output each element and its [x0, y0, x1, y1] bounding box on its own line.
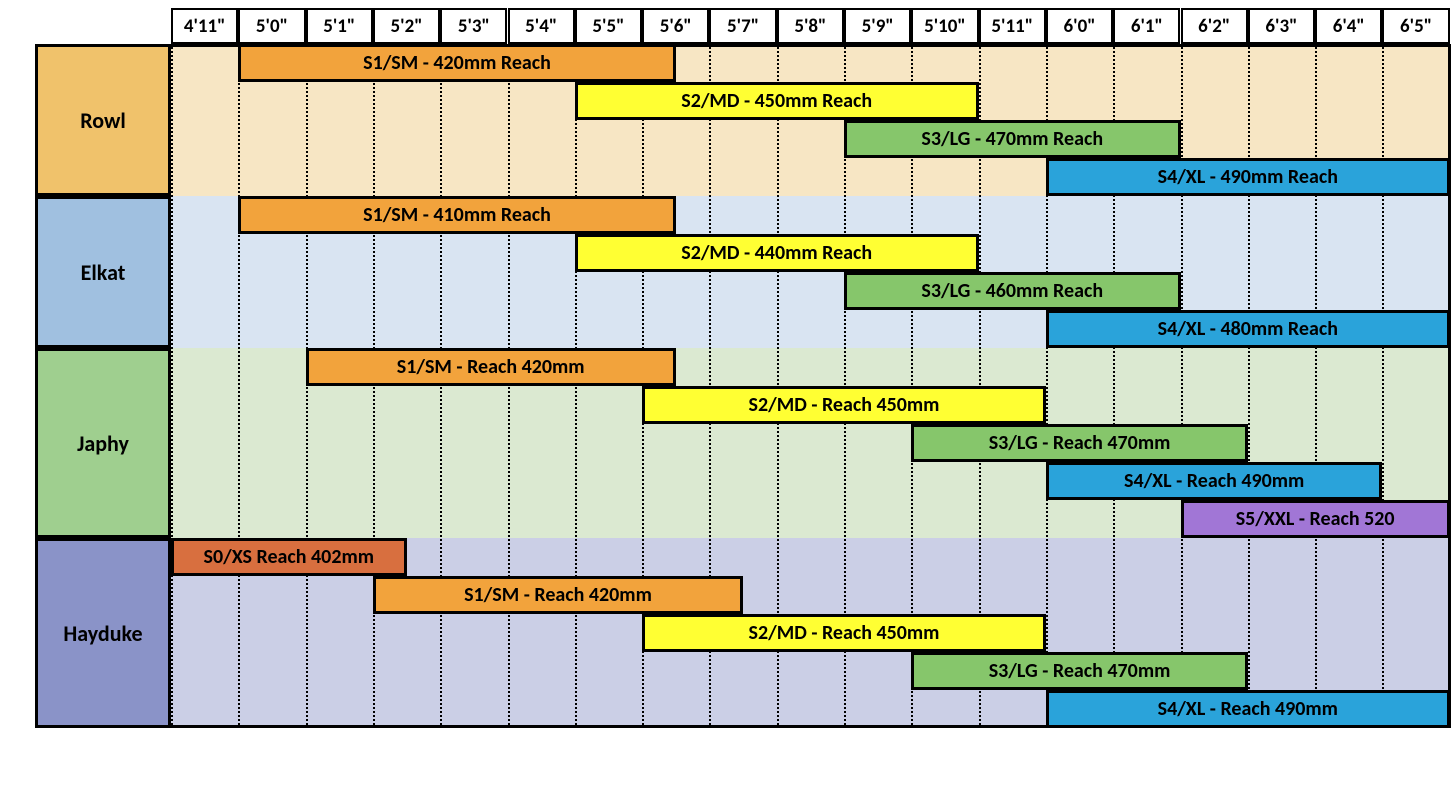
model-label: Japhy	[35, 348, 171, 538]
column-separator	[508, 44, 510, 728]
size-bar: S2/MD - 440mm Reach	[575, 234, 979, 272]
height-header: 5'10"	[911, 8, 978, 44]
size-bar: S5/XXL - Reach 520	[1181, 500, 1450, 538]
size-bar: S4/XL - Reach 490mm	[1046, 462, 1383, 500]
height-header: 6'5"	[1382, 8, 1449, 44]
column-separator	[306, 44, 308, 728]
model-label: Hayduke	[35, 538, 171, 728]
height-header: 5'1"	[306, 8, 373, 44]
column-separator	[1382, 44, 1384, 728]
height-header: 5'11"	[979, 8, 1046, 44]
column-separator	[238, 44, 240, 728]
height-header: 6'4"	[1315, 8, 1382, 44]
height-header: 5'3"	[440, 8, 507, 44]
size-bar: S1/SM - Reach 420mm	[373, 576, 743, 614]
size-bar: S0/XS Reach 402mm	[171, 538, 407, 576]
height-header: 5'2"	[373, 8, 440, 44]
size-bar: S2/MD - Reach 450mm	[642, 614, 1046, 652]
height-header: 5'6"	[642, 8, 709, 44]
height-header: 6'1"	[1113, 8, 1180, 44]
size-chart: 4'11"5'0"5'1"5'2"5'3"5'4"5'5"5'6"5'7"5'8…	[0, 0, 1451, 806]
size-bar: S4/XL - 480mm Reach	[1046, 310, 1450, 348]
column-separator	[373, 44, 375, 728]
column-separator	[1181, 44, 1183, 728]
column-separator	[1248, 44, 1250, 728]
size-bar: S4/XL - Reach 490mm	[1046, 690, 1450, 728]
size-bar: S2/MD - Reach 450mm	[642, 386, 1046, 424]
height-header: 5'0"	[238, 8, 305, 44]
height-header: 6'0"	[1046, 8, 1113, 44]
model-label: Rowl	[35, 44, 171, 196]
height-header: 6'3"	[1248, 8, 1315, 44]
height-header: 5'4"	[508, 8, 575, 44]
column-separator	[1315, 44, 1317, 728]
column-separator	[575, 44, 577, 728]
size-bar: S1/SM - 410mm Reach	[238, 196, 675, 234]
column-separator	[171, 44, 173, 728]
height-header: 5'8"	[777, 8, 844, 44]
height-header: 5'5"	[575, 8, 642, 44]
size-bar: S3/LG - Reach 470mm	[911, 652, 1248, 690]
height-header: 5'9"	[844, 8, 911, 44]
size-bar: S3/LG - Reach 470mm	[911, 424, 1248, 462]
size-bar: S3/LG - 460mm Reach	[844, 272, 1181, 310]
height-header: 5'7"	[709, 8, 776, 44]
model-label: Elkat	[35, 196, 171, 348]
column-separator	[440, 44, 442, 728]
size-bar: S2/MD - 450mm Reach	[575, 82, 979, 120]
size-bar: S1/SM - 420mm Reach	[238, 44, 675, 82]
size-bar: S1/SM - Reach 420mm	[306, 348, 676, 386]
size-bar: S3/LG - 470mm Reach	[844, 120, 1181, 158]
size-bar: S4/XL - 490mm Reach	[1046, 158, 1450, 196]
height-header: 6'2"	[1181, 8, 1248, 44]
height-header: 4'11"	[171, 8, 238, 44]
